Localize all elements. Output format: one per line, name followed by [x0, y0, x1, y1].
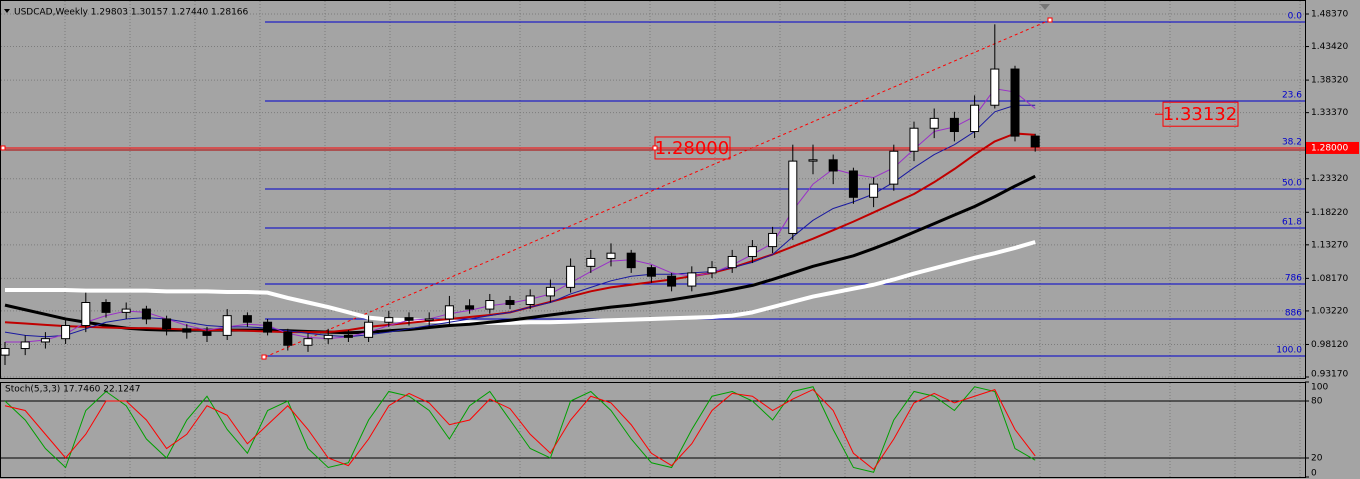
candle-body — [0, 348, 10, 356]
indicator-title: Stoch(5,3,3) 17.7460 22.1247 — [5, 385, 140, 395]
candle-body — [566, 265, 576, 288]
shift-marker — [1040, 4, 1050, 10]
candle-body — [465, 305, 475, 310]
stoch-line — [4, 388, 1036, 471]
axis-price-tag — [1306, 141, 1359, 154]
candle-body — [40, 338, 50, 343]
candle-body — [586, 257, 596, 267]
main-frame — [0, 0, 1306, 379]
candle-body — [707, 267, 717, 274]
fib-label: 886 — [1285, 309, 1302, 319]
candle-body — [222, 315, 232, 336]
candle-body — [162, 318, 172, 330]
y-tick-label: 1.18220 — [1311, 208, 1348, 218]
candle-body — [869, 183, 879, 198]
chart-title: USDCAD,Weekly 1.29803 1.30157 1.27440 1.… — [14, 8, 249, 18]
candle-body — [606, 252, 616, 259]
candle-body — [202, 331, 212, 336]
candle-body — [525, 295, 535, 305]
candle-body — [61, 325, 71, 340]
axis-price-label: 1.28000 — [1311, 143, 1348, 153]
candle-body — [727, 255, 737, 269]
stoch-line — [4, 386, 1036, 473]
candle-body — [424, 318, 434, 321]
candle-body — [929, 117, 939, 129]
candle-body — [505, 300, 515, 305]
y-tick-label: 100 — [1311, 383, 1328, 393]
candle-body — [81, 302, 91, 327]
price-label-text: 1.33132 — [1163, 104, 1237, 125]
y-tick-label: 1.38320 — [1311, 76, 1348, 86]
fib-label: 50.0 — [1282, 179, 1302, 189]
candle-body — [343, 334, 353, 338]
fib-label: 38.2 — [1282, 138, 1302, 148]
candle-body — [323, 334, 333, 340]
price-box-handle — [652, 145, 658, 151]
trendline-handle — [1047, 17, 1053, 23]
candle-body — [1030, 135, 1040, 148]
price-line-handle — [0, 145, 6, 151]
candle-body — [646, 267, 656, 277]
candle-body — [747, 246, 757, 257]
fib-label: 786 — [1285, 274, 1302, 284]
candle-body — [242, 315, 252, 323]
moving-average — [5, 88, 1036, 343]
y-tick-label: 1.33370 — [1311, 108, 1348, 118]
candle-body — [303, 338, 313, 346]
candle-body — [263, 321, 273, 333]
y-tick-label: 20 — [1311, 454, 1323, 464]
y-tick-label: 1.43420 — [1311, 42, 1348, 52]
y-tick-label: 1.03220 — [1311, 306, 1348, 316]
y-tick-label: 80 — [1311, 397, 1323, 407]
candle-body — [384, 317, 394, 323]
candle-body — [404, 317, 414, 321]
fib-label: 100.0 — [1276, 346, 1302, 356]
candle-body — [444, 305, 454, 320]
stoch-frame — [0, 382, 1306, 478]
fib-label: 0.0 — [1288, 12, 1303, 22]
candle-body — [182, 328, 192, 333]
y-tick-label: 0.98120 — [1311, 340, 1348, 350]
candle-body — [909, 127, 919, 152]
candle-body — [848, 170, 858, 198]
y-tick-label: 1.08170 — [1311, 274, 1348, 284]
y-tick-label: 1.48370 — [1311, 10, 1348, 20]
moving-average — [4, 104, 1036, 338]
candle-body — [970, 104, 980, 133]
fib-label: 23.6 — [1282, 91, 1302, 101]
y-tick-label: 0 — [1311, 469, 1317, 479]
candle-body — [828, 159, 838, 172]
trendline — [264, 19, 1051, 358]
candle-body — [141, 308, 151, 320]
candle-body — [1010, 68, 1020, 137]
fib-label: 61.8 — [1282, 217, 1302, 227]
candle-body — [949, 117, 959, 133]
price-box-label: 1.28000 — [655, 138, 729, 159]
candle-body — [283, 331, 293, 346]
moving-average — [5, 240, 1036, 325]
candle-body — [808, 159, 818, 162]
candle-body — [121, 308, 131, 313]
candle-body — [545, 286, 555, 297]
candle-body — [667, 275, 677, 287]
y-tick-label: 0.93170 — [1311, 370, 1348, 380]
trendline-handle — [261, 354, 267, 360]
candle-body — [990, 68, 1000, 106]
candle-body — [687, 272, 697, 287]
menu-arrow — [4, 9, 10, 13]
y-tick-label: 1.23320 — [1311, 174, 1348, 184]
candle-body — [101, 302, 111, 313]
candle-body — [768, 232, 778, 248]
candle-body — [20, 341, 30, 350]
candle-body — [485, 300, 495, 310]
candle-body — [364, 321, 374, 338]
candle-body — [626, 252, 636, 269]
y-tick-label: 1.13270 — [1311, 240, 1348, 250]
candle-body — [788, 160, 798, 234]
price-label-box — [1162, 101, 1239, 127]
candle-body — [889, 150, 899, 185]
